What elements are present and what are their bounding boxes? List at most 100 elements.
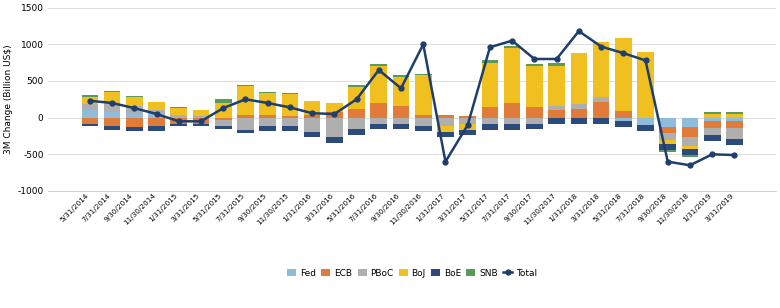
Bar [593,102,609,118]
Bar [215,99,232,103]
Bar [104,103,120,112]
Bar [615,111,632,118]
Bar [326,118,342,137]
Bar [193,110,209,116]
Bar [659,133,676,140]
Bar [682,137,698,145]
Bar [682,145,698,149]
Bar [282,118,298,127]
Bar [303,116,321,118]
Line: Total: Total [87,29,737,168]
Bar [126,106,143,113]
Bar [682,118,698,127]
Bar [504,103,520,118]
Bar [415,118,431,127]
Total [485,45,495,49]
Bar [659,140,676,144]
Total [463,123,473,127]
Bar [704,121,721,128]
Bar [704,118,721,121]
Bar [326,137,342,143]
Bar [81,110,98,118]
Bar [459,118,476,124]
Bar [215,120,232,126]
Total [663,160,672,164]
Total [352,97,361,101]
Bar [104,91,120,92]
Bar [215,126,232,129]
Bar [526,124,543,129]
Bar [526,66,543,107]
Bar [370,64,387,66]
Bar [126,118,143,127]
Bar [504,46,520,48]
Bar [370,118,387,124]
Bar [548,110,565,118]
Bar [126,113,143,118]
Total [508,39,517,43]
Bar [193,124,209,127]
Bar [659,144,676,150]
Bar [370,103,387,118]
Bar [259,116,276,118]
Bar [415,116,431,118]
Bar [481,107,498,118]
Total [218,106,228,110]
Bar [548,118,565,124]
Bar [481,60,498,63]
Total [619,51,628,55]
Bar [704,112,721,114]
Bar [726,139,743,145]
Bar [237,116,254,118]
Bar [237,86,254,116]
Bar [437,132,454,137]
Total [396,87,406,90]
Bar [170,118,187,124]
Bar [570,104,587,109]
Bar [126,96,143,97]
Bar [504,118,520,124]
Total [263,101,272,105]
Bar [526,118,543,124]
Bar [237,85,254,86]
Bar [593,97,609,102]
Bar [637,118,654,125]
Total [285,106,295,109]
Bar [437,127,454,132]
Bar [392,77,410,106]
Bar [104,127,120,130]
Bar [104,118,120,127]
Bar [570,53,587,104]
Bar [259,127,276,131]
Bar [237,130,254,133]
Bar [282,93,298,94]
Bar [481,63,498,107]
Bar [81,124,98,126]
Bar [282,127,298,131]
Bar [459,130,476,135]
Bar [682,155,698,157]
Bar [259,93,276,116]
Total [730,153,739,157]
Total [597,45,606,48]
Bar [726,114,743,118]
Bar [726,118,743,121]
Bar [81,118,98,124]
Bar [548,66,565,106]
Bar [170,116,187,118]
Bar [303,101,321,116]
Bar [548,63,565,66]
Total [441,160,450,164]
Total [641,59,651,62]
Bar [81,97,98,104]
Bar [170,108,187,116]
Bar [259,118,276,127]
Bar [148,114,165,118]
Bar [726,128,743,139]
Bar [682,127,698,137]
Y-axis label: 3M Change (Billion US$): 3M Change (Billion US$) [4,44,13,154]
Total [330,112,339,116]
Bar [504,48,520,103]
Bar [148,102,165,110]
Bar [593,118,609,124]
